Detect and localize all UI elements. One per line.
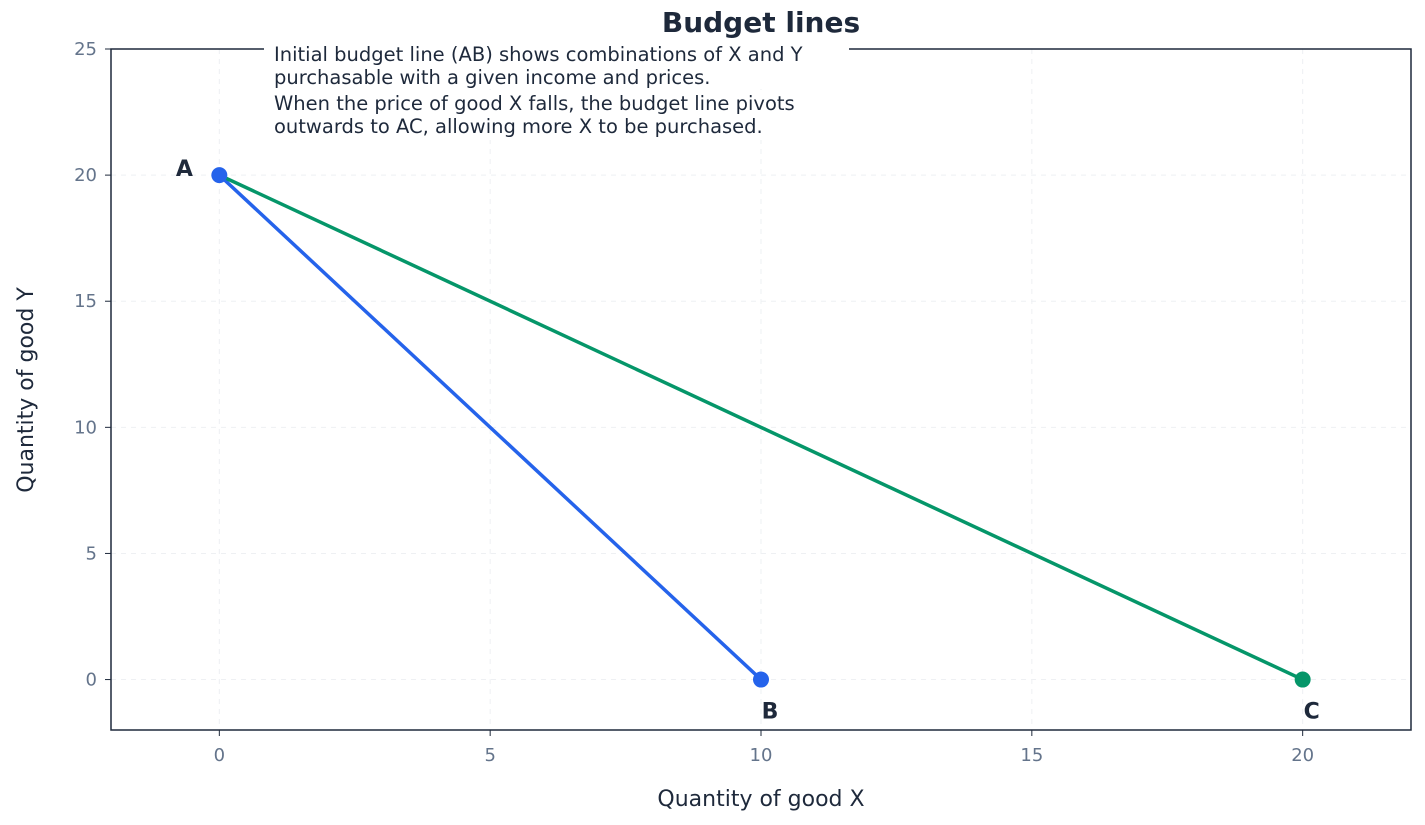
y-tick-label: 10 — [74, 417, 97, 438]
series-layer — [218, 173, 1304, 682]
chart-title: Budget lines — [662, 6, 860, 39]
annotation-1-line-1: Initial budget line (AB) shows combinati… — [274, 43, 803, 66]
budget-line-2 — [218, 173, 1304, 682]
x-tick-label: 0 — [214, 745, 225, 766]
point-B — [753, 671, 769, 688]
x-tick-label: 5 — [484, 745, 495, 766]
y-tick-label: 25 — [74, 39, 97, 60]
annotation-2: When the price of good X falls, the budg… — [264, 90, 849, 140]
y-axis-label: Quantity of good Y — [14, 287, 39, 493]
y-tick-label: 15 — [74, 291, 97, 312]
budget-line-1 — [218, 173, 763, 681]
markers-layer: A B C — [176, 157, 1320, 724]
y-tick-label: 20 — [74, 165, 97, 186]
point-label-C: C — [1304, 700, 1320, 725]
annotation-2-line-1: When the price of good X falls, the budg… — [274, 92, 795, 115]
x-tick-label: 15 — [1020, 745, 1043, 766]
point-label-A: A — [176, 157, 193, 182]
x-axis-label: Quantity of good X — [657, 787, 864, 812]
annotation-1: Initial budget line (AB) shows combinati… — [264, 41, 849, 89]
y-tick-label: 5 — [86, 543, 97, 564]
annotation-1-line-2: purchasable with a given income and pric… — [274, 66, 710, 89]
point-C — [1294, 671, 1311, 688]
y-tick-label: 0 — [86, 670, 97, 691]
annotation-2-line-2: outwards to AC, allowing more X to be pu… — [274, 115, 763, 138]
point-label-B: B — [762, 700, 779, 725]
ticks: 0 5 10 15 20 0 5 10 15 20 25 — [74, 39, 1314, 766]
grid — [111, 48, 1411, 730]
point-A — [211, 167, 228, 184]
x-tick-label: 10 — [750, 745, 773, 766]
x-tick-label: 20 — [1291, 745, 1314, 766]
